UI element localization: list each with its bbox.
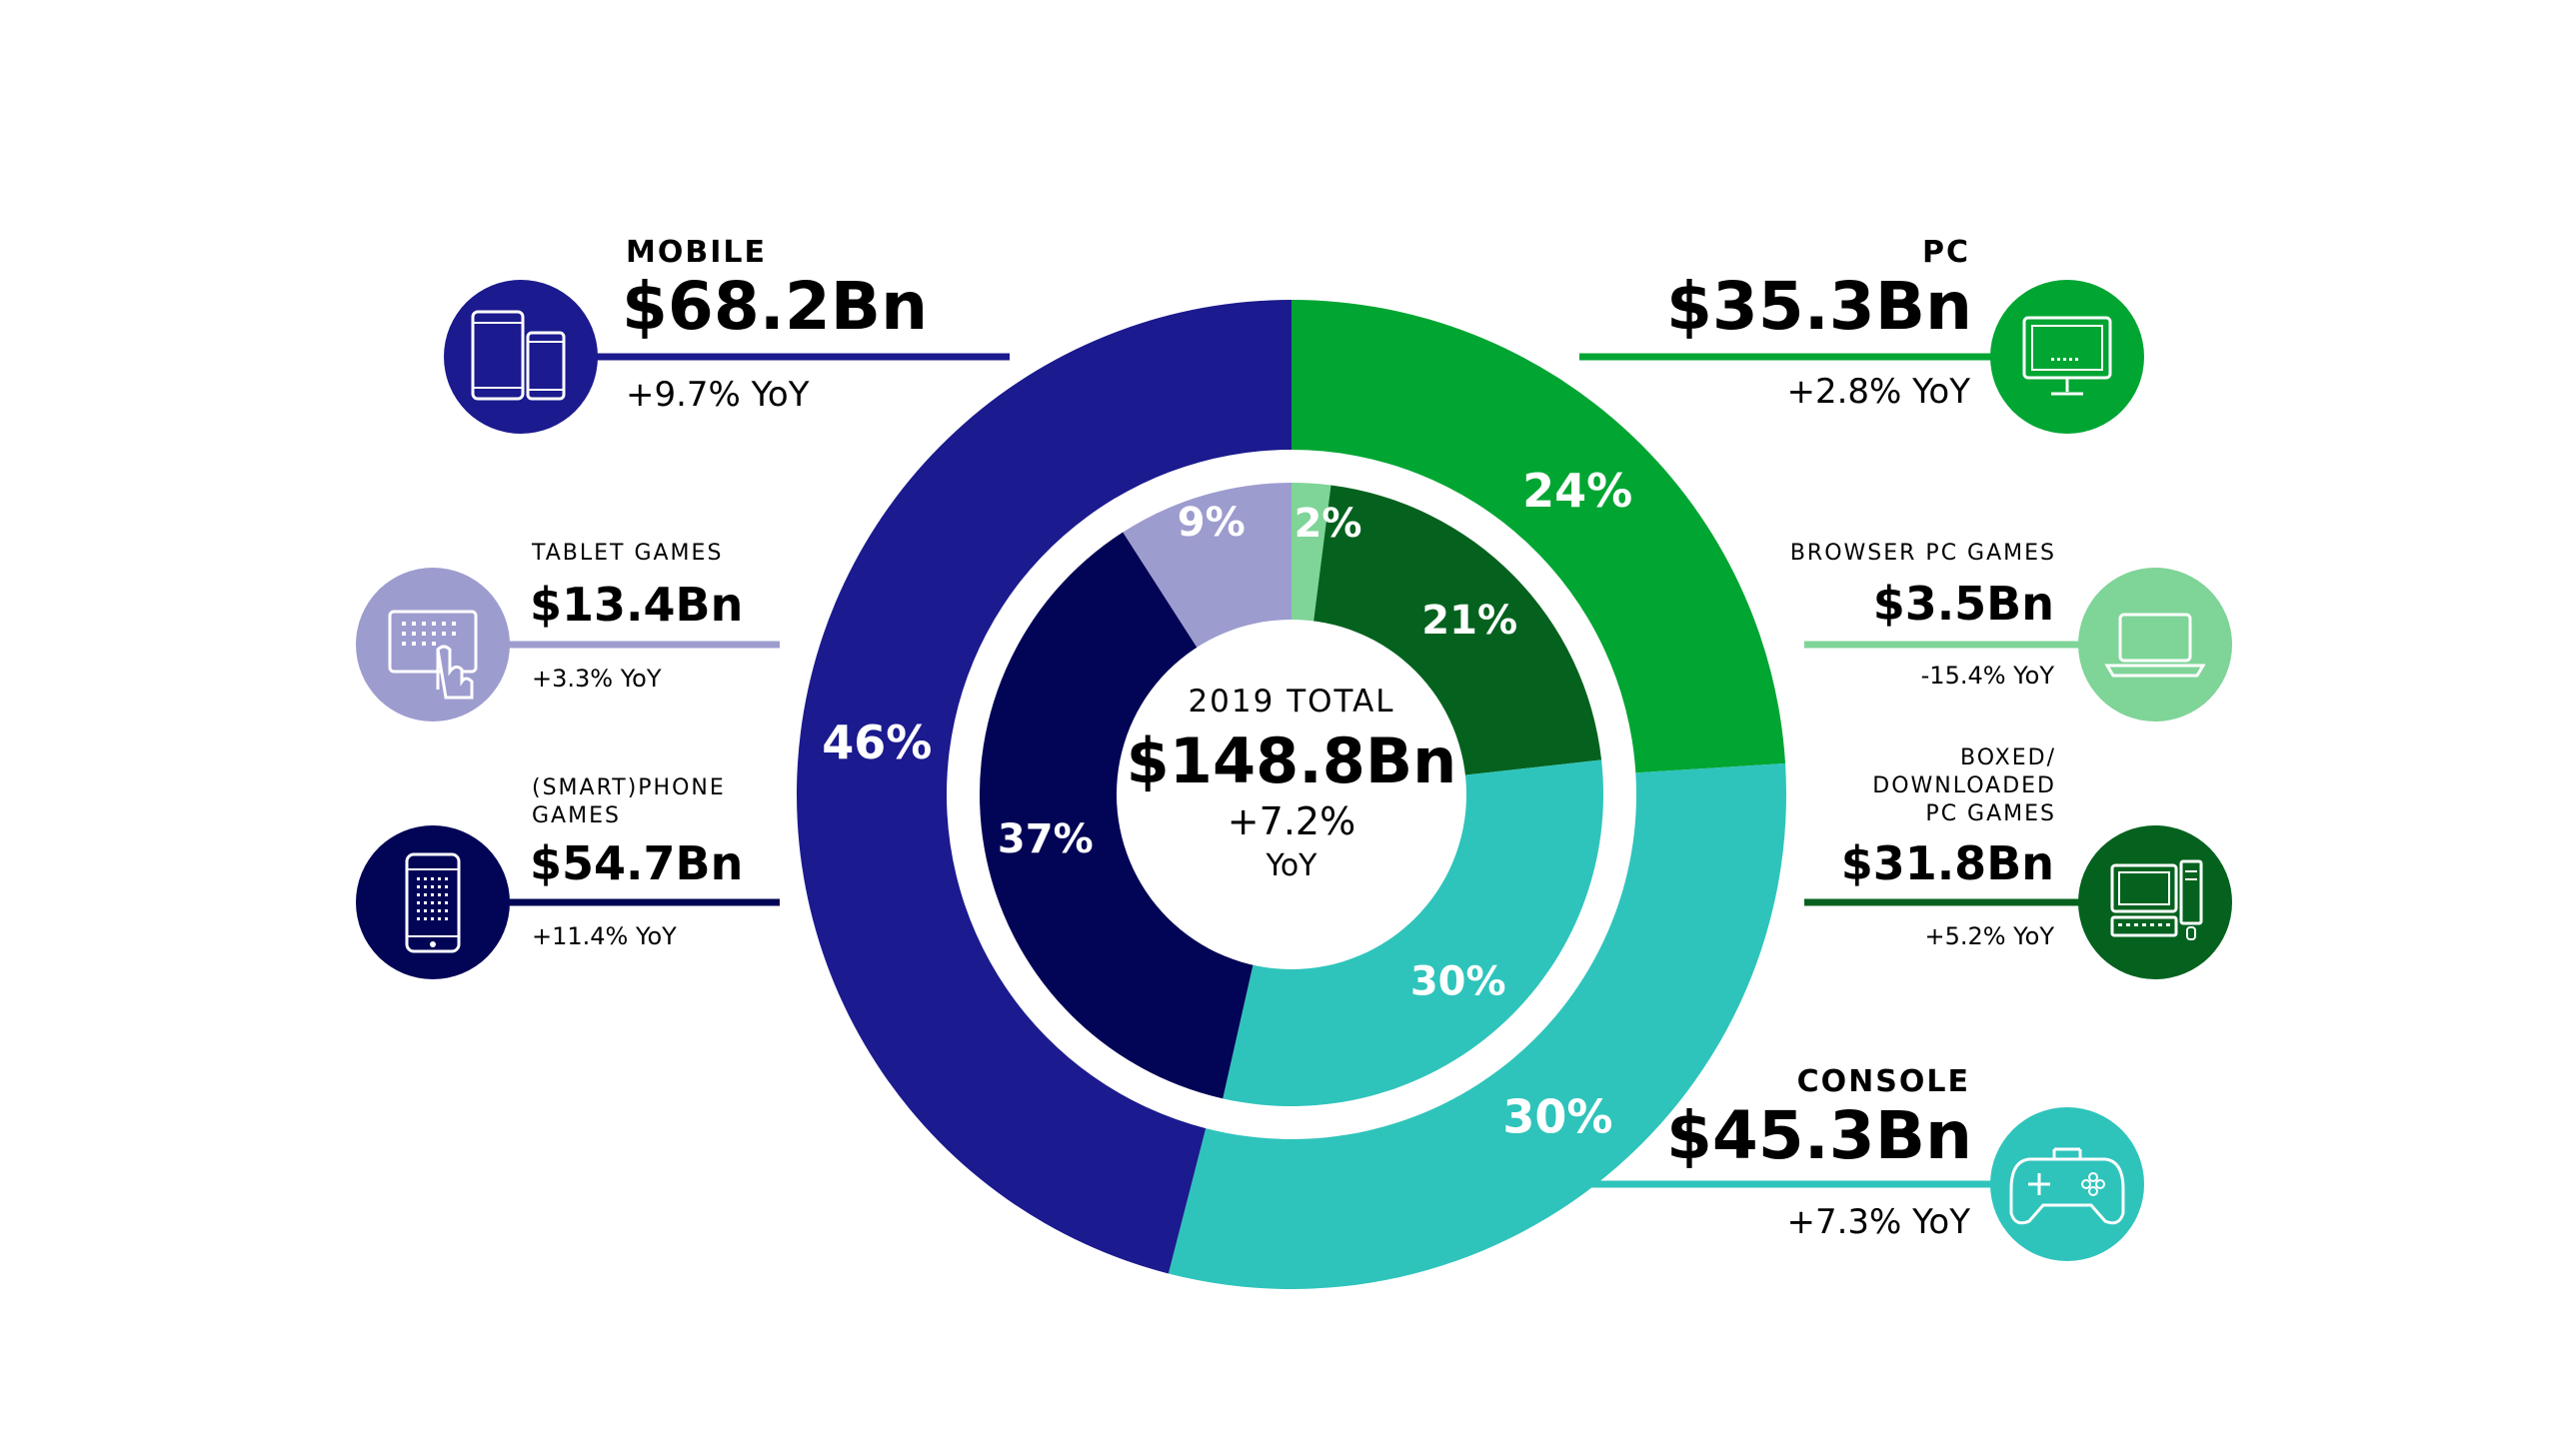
inner-label-smart-phone-games: 37% [998, 816, 1094, 862]
outer-label-console: 30% [1502, 1090, 1612, 1144]
phone-title-line2: GAMES [532, 803, 621, 828]
tablet-touch-icon [356, 568, 510, 722]
total-growth: +7.2% [1228, 799, 1355, 843]
inner-slice-browser-pc-games [1291, 483, 1331, 627]
boxed-title-line1: BOXED/ [1960, 745, 2056, 770]
tablet-title: TABLET GAMES [532, 541, 724, 566]
inner-label-boxed-downloaded-pc-games: 21% [1421, 598, 1517, 644]
inner-slice-console [1223, 759, 1603, 1106]
outer-slice-mobile [796, 300, 1291, 1274]
browser-title: BROWSER PC GAMES [1789, 541, 2056, 566]
mobile-yoy: +9.7% YoY [626, 375, 810, 415]
browser-value: $3.5Bn [1872, 577, 2054, 631]
pc-title: PC [1921, 235, 1970, 270]
boxed-value: $31.8Bn [1840, 836, 2054, 890]
console-title: CONSOLE [1796, 1064, 1970, 1099]
browser-yoy: -15.4% YoY [1920, 662, 2054, 690]
inner-label-browser-pc-games: 2% [1294, 501, 1362, 547]
tablet-value: $13.4Bn [530, 578, 744, 632]
mobile-value: $68.2Bn [622, 268, 929, 345]
monitor-icon [1990, 280, 2144, 434]
total-value: $148.8Bn [1127, 725, 1457, 797]
inner-slice-smart-phone-games [979, 532, 1255, 1099]
tablet-yoy: +3.3% YoY [532, 665, 662, 693]
phone-yoy: +11.4% YoY [532, 922, 677, 950]
inner-slice-boxed-downloaded-pc-games [1312, 485, 1602, 776]
mobile-devices-icon [444, 280, 598, 434]
percent-labels: 24% 30% 46% 2% 21% 30% 37% 9% [822, 464, 1632, 1144]
phone-title-line1: (SMART)PHONE [532, 775, 726, 800]
inner-label-tablet-games: 9% [1178, 500, 1246, 546]
outer-ring [796, 300, 1786, 1289]
pc-value: $35.3Bn [1665, 268, 1972, 345]
console-value: $45.3Bn [1665, 1097, 1972, 1174]
console-yoy: +7.3% YoY [1786, 1202, 1971, 1242]
mobile-title: MOBILE [626, 235, 767, 270]
outer-label-pc: 24% [1522, 464, 1632, 518]
pc-yoy: +2.8% YoY [1786, 372, 1971, 412]
boxed-yoy: +5.2% YoY [1924, 922, 2054, 950]
laptop-icon [2078, 568, 2232, 722]
center-hole [1117, 620, 1466, 969]
inner-slice-tablet-games [1123, 483, 1291, 652]
outer-slice-console [1168, 762, 1786, 1289]
gamepad-icon [1990, 1107, 2144, 1261]
phone-value: $54.7Bn [530, 836, 744, 890]
boxed-title-line3: PC GAMES [1925, 801, 2056, 826]
outer-slice-pc [1291, 300, 1786, 773]
smartphone-icon [356, 825, 510, 979]
desktop-computer-icon [2078, 825, 2232, 979]
total-label: 2019 TOTAL [1188, 684, 1394, 720]
inner-ring [979, 483, 1603, 1106]
outer-label-mobile: 46% [822, 716, 932, 769]
boxed-title-line2: DOWNLOADED [1872, 773, 2056, 798]
total-growth-unit: YoY [1265, 848, 1317, 883]
inner-label-console: 30% [1410, 959, 1506, 1005]
